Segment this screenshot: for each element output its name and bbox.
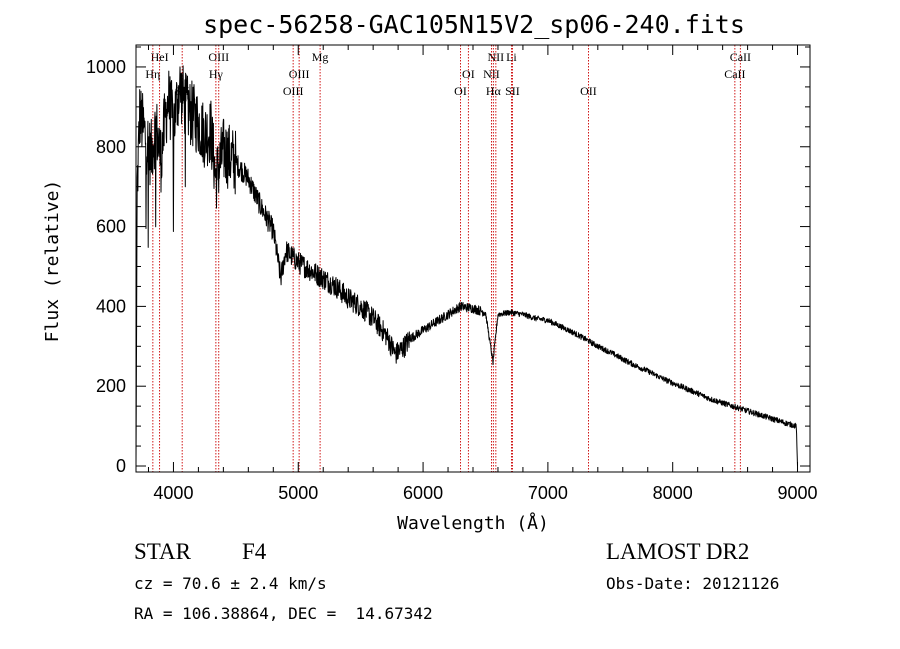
survey-name: LAMOST DR2 — [606, 539, 750, 564]
observation-date: Obs-Date: 20121126 — [606, 574, 780, 593]
line-label-3: OIII — [208, 50, 229, 64]
line-label-6: OIII — [283, 84, 304, 98]
line-label-9: OI — [454, 84, 467, 98]
line-label-15: OII — [580, 84, 597, 98]
y-tick-label-1000: 1000 — [86, 57, 126, 77]
y-axis-label: Flux (relative) — [42, 180, 63, 343]
chart-title: spec-56258-GAC105N15V2_sp06-240.fits — [203, 10, 745, 39]
object-class: STAR — [134, 539, 191, 564]
line-label-13: Hα — [486, 84, 502, 98]
line-label-10: NII — [488, 50, 505, 64]
line-label-16: CaII — [730, 50, 751, 64]
line-label-4: Hγ — [209, 67, 224, 81]
line-label-0: HeI — [151, 50, 169, 64]
object-subclass: F4 — [242, 539, 267, 564]
y-tick-label-400: 400 — [96, 296, 126, 316]
line-label-5: OIII — [289, 67, 310, 81]
line-label-12: NII — [483, 67, 500, 81]
x-tick-label-9000: 9000 — [777, 483, 817, 503]
x-tick-label-5000: 5000 — [278, 483, 318, 503]
line-label-14: SII — [505, 84, 520, 98]
plot-frame — [135, 44, 811, 473]
line-label-7: Mg — [312, 50, 329, 64]
line-label-8: OI — [462, 67, 475, 81]
sky-coordinates: RA = 106.38864, DEC = 14.67342 — [134, 604, 433, 623]
line-label-17: CaII — [724, 67, 745, 81]
y-tick-label-0: 0 — [116, 456, 126, 476]
x-axis-label: Wavelength (Å) — [397, 512, 549, 534]
x-tick-label-8000: 8000 — [653, 483, 693, 503]
redshift-velocity: cz = 70.6 ± 2.4 km/s — [134, 574, 327, 593]
x-tick-label-4000: 4000 — [153, 483, 193, 503]
spectrum-line — [135, 65, 798, 467]
y-tick-label-800: 800 — [96, 137, 126, 157]
y-tick-label-600: 600 — [96, 217, 126, 237]
x-tick-label-6000: 6000 — [403, 483, 443, 503]
line-label-1: Hη — [145, 67, 160, 81]
y-tick-label-200: 200 — [96, 376, 126, 396]
line-label-11: Li — [506, 50, 517, 64]
x-tick-label-7000: 7000 — [528, 483, 568, 503]
